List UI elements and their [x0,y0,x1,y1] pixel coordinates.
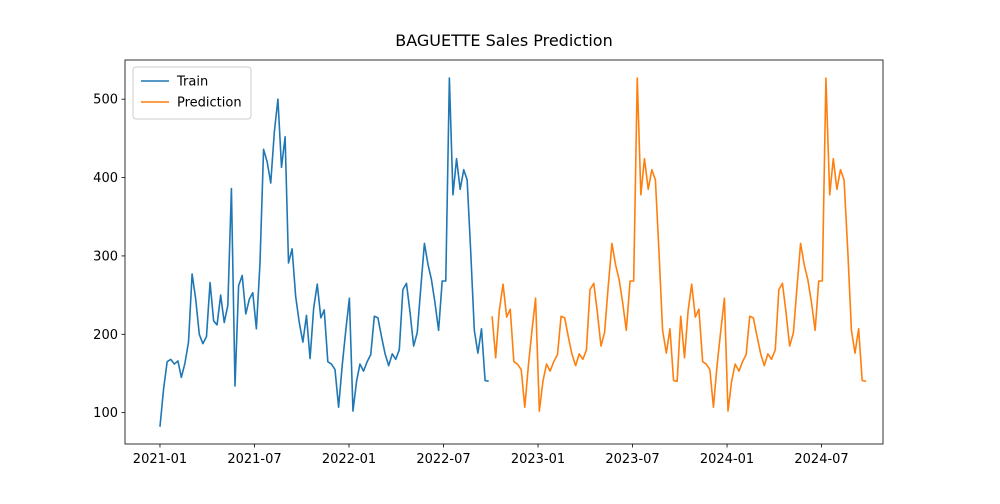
x-tick-label: 2021-07 [227,452,281,467]
legend-box [132,66,252,120]
y-tick-label: 300 [93,249,118,264]
x-tick-label: 2023-07 [605,452,659,467]
x-tick-label: 2024-01 [700,452,754,467]
legend-label: Train [176,75,208,90]
x-tick-label: 2022-07 [416,452,470,467]
x-tick-label: 2024-07 [794,452,848,467]
y-tick-label: 100 [93,406,118,421]
line-series [159,77,489,427]
x-tick-label: 2022-01 [322,452,376,467]
line-series [491,77,867,412]
x-tick-label: 2023-01 [511,452,565,467]
x-tick-label: 2021-01 [133,452,187,467]
y-tick-label: 200 [93,328,118,343]
plot-frame [124,59,884,445]
legend-label: Prediction [177,96,242,111]
chart-title: BAGUETTE Sales Prediction [395,31,612,50]
y-tick-label: 400 [93,171,118,186]
y-tick-label: 500 [93,93,118,108]
legend: Train Prediction [132,66,252,120]
